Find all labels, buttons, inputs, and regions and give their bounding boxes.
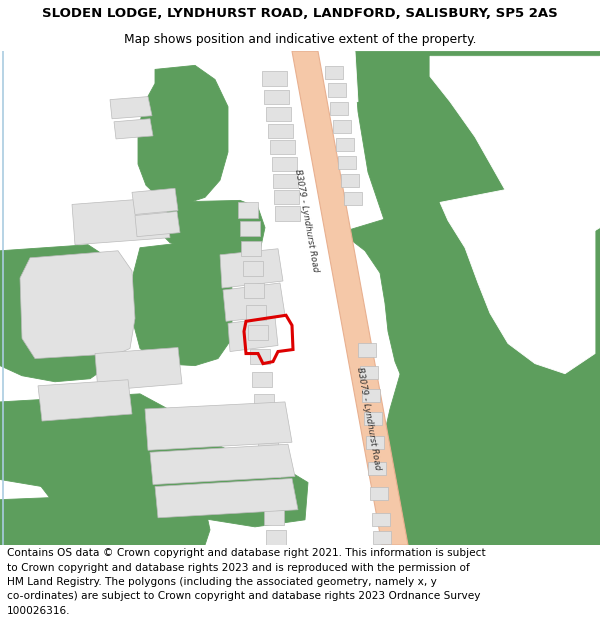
Polygon shape — [325, 66, 343, 79]
Polygon shape — [266, 530, 286, 545]
Polygon shape — [366, 436, 384, 449]
Text: SLODEN LODGE, LYNDHURST ROAD, LANDFORD, SALISBURY, SP5 2AS: SLODEN LODGE, LYNDHURST ROAD, LANDFORD, … — [42, 8, 558, 21]
Polygon shape — [362, 389, 380, 402]
Polygon shape — [223, 283, 285, 321]
Polygon shape — [220, 249, 283, 288]
Polygon shape — [258, 439, 278, 454]
Text: B3079 - Lyndhurst Road: B3079 - Lyndhurst Road — [293, 168, 319, 272]
Polygon shape — [135, 211, 180, 237]
Polygon shape — [0, 245, 122, 382]
Polygon shape — [150, 444, 295, 484]
Polygon shape — [250, 349, 270, 364]
Polygon shape — [132, 241, 232, 366]
Polygon shape — [0, 394, 175, 489]
Polygon shape — [145, 402, 292, 450]
Polygon shape — [372, 512, 390, 526]
Polygon shape — [272, 157, 297, 171]
Polygon shape — [373, 531, 391, 544]
Polygon shape — [230, 51, 358, 102]
Polygon shape — [246, 305, 266, 320]
Polygon shape — [270, 140, 295, 154]
Polygon shape — [440, 172, 595, 374]
Polygon shape — [260, 462, 280, 478]
Polygon shape — [292, 51, 408, 545]
Polygon shape — [328, 84, 346, 97]
Text: Contains OS data © Crown copyright and database right 2021. This information is : Contains OS data © Crown copyright and d… — [7, 548, 486, 616]
Polygon shape — [264, 510, 284, 525]
Polygon shape — [240, 221, 260, 236]
Polygon shape — [340, 201, 530, 422]
Polygon shape — [336, 138, 354, 151]
Polygon shape — [254, 394, 274, 409]
Polygon shape — [0, 492, 210, 545]
Polygon shape — [341, 174, 359, 188]
Polygon shape — [138, 66, 228, 204]
Polygon shape — [38, 439, 242, 505]
Polygon shape — [20, 251, 135, 359]
Polygon shape — [252, 372, 272, 387]
Polygon shape — [333, 120, 351, 133]
Polygon shape — [338, 156, 356, 169]
Polygon shape — [256, 416, 276, 431]
Polygon shape — [330, 102, 348, 115]
Polygon shape — [344, 192, 362, 206]
Polygon shape — [0, 51, 252, 211]
Polygon shape — [110, 97, 152, 119]
Polygon shape — [228, 318, 278, 351]
Polygon shape — [430, 56, 600, 243]
Polygon shape — [262, 486, 282, 502]
Polygon shape — [38, 380, 132, 421]
Polygon shape — [72, 198, 170, 245]
Polygon shape — [274, 190, 299, 204]
Polygon shape — [264, 89, 289, 104]
Polygon shape — [238, 202, 258, 217]
Polygon shape — [114, 119, 153, 139]
Text: B3079 - Lyndhurst Road: B3079 - Lyndhurst Road — [355, 367, 382, 471]
Polygon shape — [275, 206, 300, 221]
Polygon shape — [273, 174, 298, 188]
Polygon shape — [358, 344, 376, 357]
Polygon shape — [95, 348, 182, 391]
Polygon shape — [243, 261, 263, 276]
Polygon shape — [364, 412, 382, 425]
Polygon shape — [262, 71, 287, 86]
Polygon shape — [360, 366, 378, 379]
Polygon shape — [241, 241, 261, 256]
Polygon shape — [266, 107, 291, 121]
Polygon shape — [155, 201, 265, 258]
Polygon shape — [148, 464, 308, 527]
Polygon shape — [368, 462, 386, 476]
Polygon shape — [132, 188, 178, 214]
Polygon shape — [355, 51, 600, 384]
Polygon shape — [268, 124, 293, 138]
Polygon shape — [370, 486, 388, 499]
Text: Map shows position and indicative extent of the property.: Map shows position and indicative extent… — [124, 33, 476, 46]
Polygon shape — [244, 283, 264, 298]
Polygon shape — [378, 130, 600, 545]
Polygon shape — [155, 479, 298, 518]
Polygon shape — [248, 326, 268, 341]
